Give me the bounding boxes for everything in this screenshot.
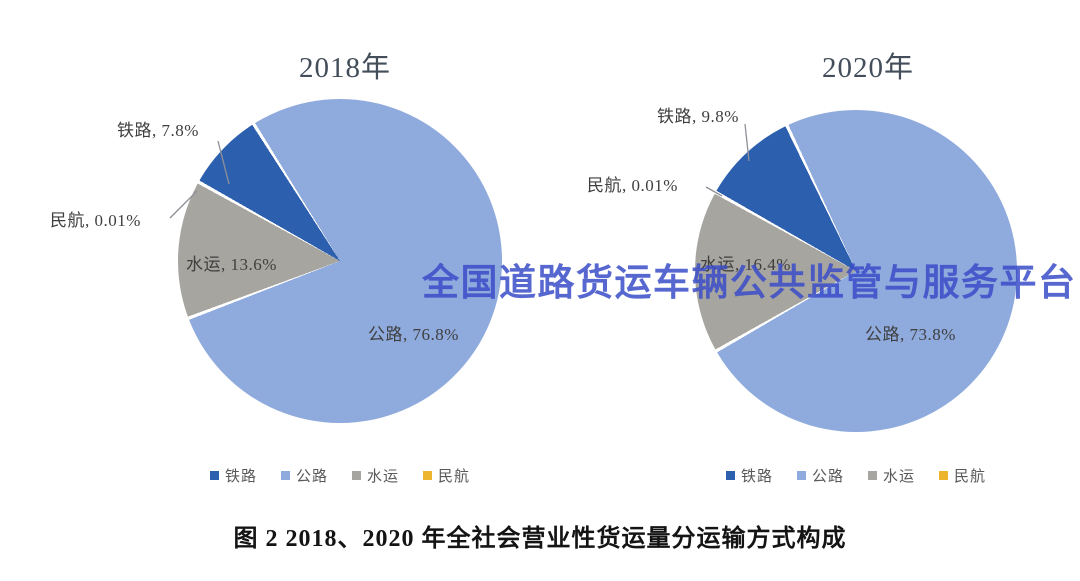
legend-2020: 铁路 公路 水运 民航 [688,465,1024,486]
legend-item-rail: 铁路 [209,465,257,486]
air-color-swatch-icon [423,471,433,480]
label-2020-road: 公路, 73.8% [865,325,956,344]
leader-line-2020-rail [744,123,750,162]
label-2020-rail: 铁路, 9.8% [657,107,739,126]
label-2018-road: 公路, 76.8% [368,325,459,344]
legend-label: 民航 [954,469,987,485]
legend-label: 公路 [811,469,844,485]
water-color-swatch-icon [868,471,877,480]
road-color-swatch-icon [280,471,290,480]
rail-color-swatch-icon [209,471,219,480]
air-color-swatch-icon [939,471,949,480]
legend-item-rail: 铁路 [725,465,773,486]
legend-item-water: 水运 [868,465,915,486]
legend-item-road: 公路 [280,465,328,486]
legend-label: 水运 [883,469,916,485]
leader-line-2018-air [169,190,198,219]
legend-label: 铁路 [224,469,257,485]
legend-label: 水运 [367,469,400,485]
pie-chart-2020 [695,110,1017,432]
pie-2020-title: 2020年 [821,52,914,84]
label-2018-water: 水运, 13.6% [186,255,277,274]
legend-item-air: 民航 [423,465,470,486]
legend-item-water: 水运 [352,465,399,486]
label-2018-air: 民航, 0.01% [50,211,141,230]
legend-label: 铁路 [740,469,773,485]
rail-color-swatch-icon [725,471,735,480]
road-color-swatch-icon [796,471,806,480]
label-2020-air: 民航, 0.01% [587,176,678,195]
pie-chart-2018 [178,99,502,423]
pie-2018-title: 2018年 [298,52,391,84]
legend-item-air: 民航 [939,465,986,486]
figure-caption: 图 2 2018、2020 年全社会营业性货运量分运输方式构成 [233,526,847,552]
legend-item-road: 公路 [796,465,844,486]
label-2018-rail: 铁路, 7.8% [117,121,199,140]
legend-label: 公路 [295,469,328,485]
watermark-text: 全国道路货运车辆公共监管与服务平台 [422,262,1077,303]
leader-line-2020-air [705,186,723,197]
label-2020-water: 水运, 16.4% [700,255,791,274]
legend-2018: 铁路 公路 水运 民航 [168,465,512,486]
legend-label: 民航 [438,469,471,485]
leader-line-2018-rail [217,140,230,185]
water-color-swatch-icon [352,471,361,480]
